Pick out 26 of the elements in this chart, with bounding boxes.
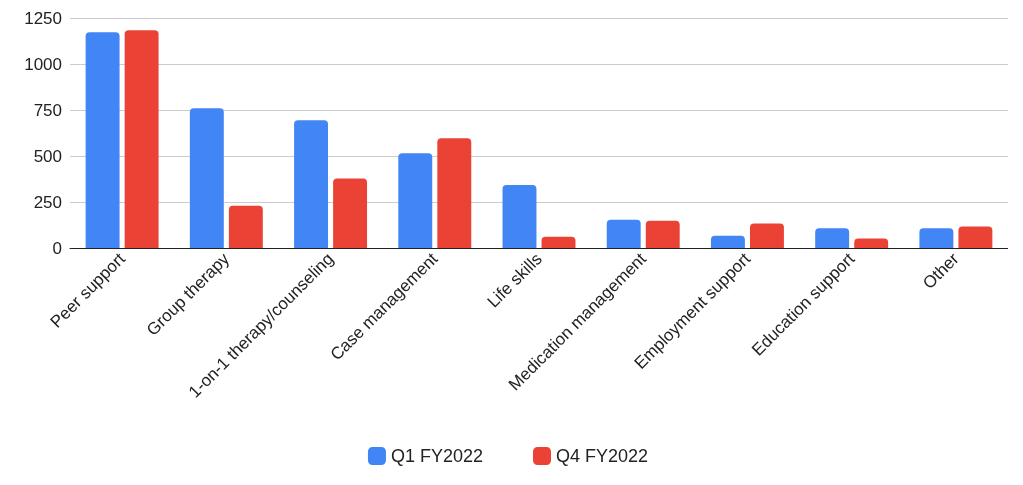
bar xyxy=(919,228,954,248)
bar xyxy=(189,108,224,248)
bar xyxy=(85,32,120,248)
y-tick-label: 750 xyxy=(33,100,62,120)
bar xyxy=(333,178,368,248)
bar xyxy=(541,236,576,248)
bar xyxy=(815,228,850,248)
y-tick-label: 500 xyxy=(33,146,62,166)
bar xyxy=(854,238,889,248)
bar xyxy=(398,153,433,248)
bar xyxy=(228,205,263,248)
bar xyxy=(710,235,745,248)
bar xyxy=(749,223,784,248)
bar xyxy=(502,185,537,248)
bar xyxy=(958,226,993,248)
bar xyxy=(124,30,159,248)
legend-label: Q4 FY2022 xyxy=(556,446,649,466)
bar xyxy=(606,219,641,248)
bar xyxy=(437,138,472,248)
y-tick-label: 1250 xyxy=(24,8,62,28)
y-tick-label: 250 xyxy=(33,192,62,212)
bar xyxy=(294,120,329,248)
legend-label: Q1 FY2022 xyxy=(390,446,484,466)
bar xyxy=(645,220,680,248)
y-tick-label: 0 xyxy=(52,238,62,258)
y-tick-label: 1000 xyxy=(24,54,62,74)
